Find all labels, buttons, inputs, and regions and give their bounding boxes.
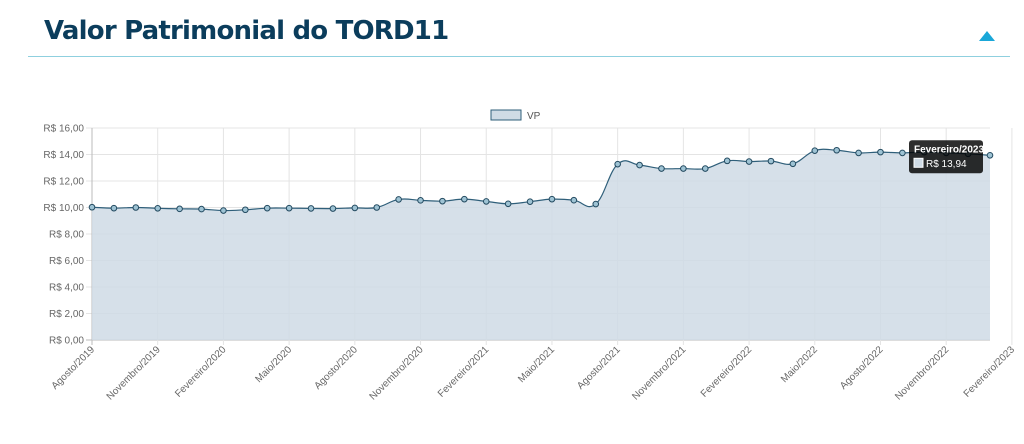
data-point[interactable] <box>482 198 490 205</box>
data-point[interactable] <box>176 205 183 213</box>
tooltip-swatch <box>913 157 924 168</box>
y-tick-label: R$ 2,00 <box>49 309 84 320</box>
x-tick-label: Agosto/2022 <box>838 344 886 392</box>
chart-tooltip: Fevereiro/2023 R$ 13,94 <box>909 140 984 174</box>
data-point[interactable] <box>198 205 205 213</box>
data-point[interactable] <box>789 160 797 168</box>
data-point[interactable] <box>110 204 118 212</box>
y-tick-label: R$ 6,00 <box>49 256 84 267</box>
x-tick-label: Maio/2021 <box>516 344 557 385</box>
data-point[interactable] <box>745 158 753 165</box>
data-point[interactable] <box>220 207 227 214</box>
data-point[interactable] <box>395 196 402 203</box>
page-title: Valor Patrimonial do TORD11 <box>44 16 449 46</box>
data-point[interactable] <box>307 205 315 212</box>
data-point[interactable] <box>986 151 994 159</box>
data-point[interactable] <box>461 195 468 203</box>
data-point[interactable] <box>767 157 775 165</box>
legend-label: VP <box>527 111 541 122</box>
chart-legend[interactable]: VP <box>490 109 541 122</box>
data-point[interactable] <box>723 157 731 165</box>
y-tick-label: R$ 12,00 <box>43 177 84 188</box>
x-tick-label: Maio/2020 <box>253 344 294 385</box>
data-point[interactable] <box>88 203 96 211</box>
x-tick-label: Fevereiro/2023 <box>962 344 1018 400</box>
legend-swatch <box>490 109 522 121</box>
x-tick-label: Agosto/2020 <box>312 344 360 392</box>
data-point[interactable] <box>614 160 621 168</box>
data-point[interactable] <box>592 200 600 208</box>
x-tick-label: Maio/2022 <box>779 344 820 385</box>
series-area-fill <box>92 149 990 340</box>
x-tick-label: Agosto/2019 <box>50 344 98 392</box>
data-point[interactable] <box>504 200 512 208</box>
data-point[interactable] <box>132 204 140 211</box>
data-point[interactable] <box>526 198 534 205</box>
tooltip-title: Fevereiro/2023 <box>914 144 984 155</box>
data-point[interactable] <box>285 204 293 212</box>
data-point[interactable] <box>329 205 337 212</box>
y-tick-label: R$ 8,00 <box>49 230 84 241</box>
x-tick-label: Novembro/2020 <box>368 344 426 402</box>
x-tick-label: Fevereiro/2021 <box>436 344 492 400</box>
data-point[interactable] <box>439 197 446 205</box>
data-point[interactable] <box>417 197 424 204</box>
data-point[interactable] <box>242 206 249 214</box>
data-point[interactable] <box>877 148 884 156</box>
data-point[interactable] <box>701 165 709 172</box>
collapse-toggle-button[interactable] <box>978 30 996 42</box>
x-tick-label: Agosto/2021 <box>575 344 623 392</box>
data-point[interactable] <box>570 196 578 204</box>
x-tick-label: Novembro/2019 <box>105 344 163 402</box>
header-divider <box>28 56 1010 57</box>
y-tick-label: R$ 0,00 <box>49 336 84 347</box>
data-point[interactable] <box>548 195 556 203</box>
x-tick-label: Novembro/2021 <box>630 344 688 402</box>
y-tick-label: R$ 4,00 <box>49 283 84 294</box>
data-point[interactable] <box>833 146 840 154</box>
x-tick-label: Fevereiro/2020 <box>173 344 229 400</box>
data-point[interactable] <box>811 147 819 154</box>
tooltip-value: R$ 13,94 <box>926 159 967 170</box>
data-point[interactable] <box>680 165 687 172</box>
x-tick-label: Fevereiro/2022 <box>699 344 755 400</box>
data-point[interactable] <box>658 165 665 172</box>
triangle-up-icon <box>979 31 995 41</box>
data-point[interactable] <box>636 161 643 169</box>
x-tick-label: Novembro/2022 <box>893 344 951 402</box>
data-point[interactable] <box>899 149 906 157</box>
y-tick-label: R$ 14,00 <box>43 150 84 161</box>
chart-header: Valor Patrimonial do TORD11 <box>0 0 1024 58</box>
data-point[interactable] <box>855 149 862 157</box>
data-point[interactable] <box>154 204 162 212</box>
y-tick-label: R$ 10,00 <box>43 203 84 214</box>
data-point[interactable] <box>351 204 359 212</box>
tooltip-box <box>909 140 983 174</box>
data-point[interactable] <box>263 204 271 212</box>
data-point[interactable] <box>373 204 381 211</box>
y-tick-label: R$ 16,00 <box>43 124 84 135</box>
